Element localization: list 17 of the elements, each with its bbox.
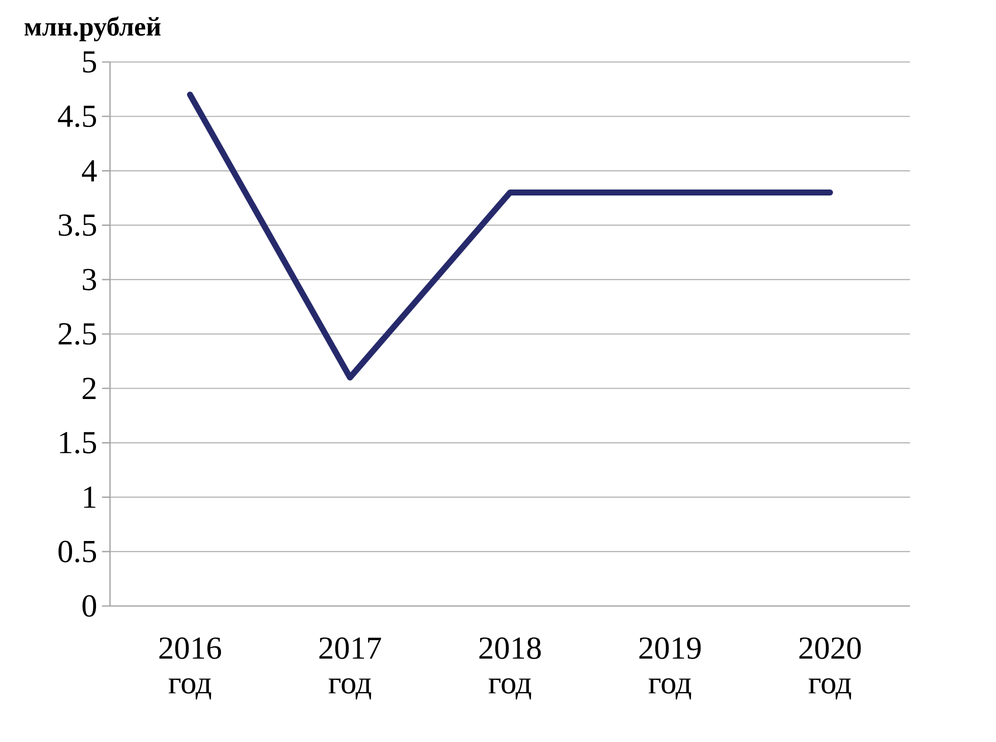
y-tick-label: 5 — [83, 51, 96, 73]
x-tick-label: 2016 год — [159, 637, 222, 700]
x-tick-label: 2017 год — [319, 637, 382, 700]
y-tick-label: 4 — [82, 160, 97, 182]
x-tick-label: 2018 год — [479, 637, 541, 700]
y-axis-title: млн.рублей — [24, 16, 161, 42]
y-tick-label: 1.5 — [60, 432, 96, 454]
y-tick-label: 3.5 — [58, 214, 96, 236]
x-tick-label: 2020 год — [799, 637, 861, 700]
y-tick-label: 1 — [84, 486, 96, 508]
y-tick-label: 3 — [82, 268, 96, 290]
x-tick-label: 2019 год — [639, 637, 701, 700]
y-tick-label: 0 — [82, 595, 96, 617]
y-tick-label: 4.5 — [58, 106, 96, 128]
y-tick-label: 2 — [82, 378, 96, 399]
y-tick-label: 0.5 — [58, 540, 96, 562]
y-tick-label: 2.5 — [58, 323, 96, 345]
